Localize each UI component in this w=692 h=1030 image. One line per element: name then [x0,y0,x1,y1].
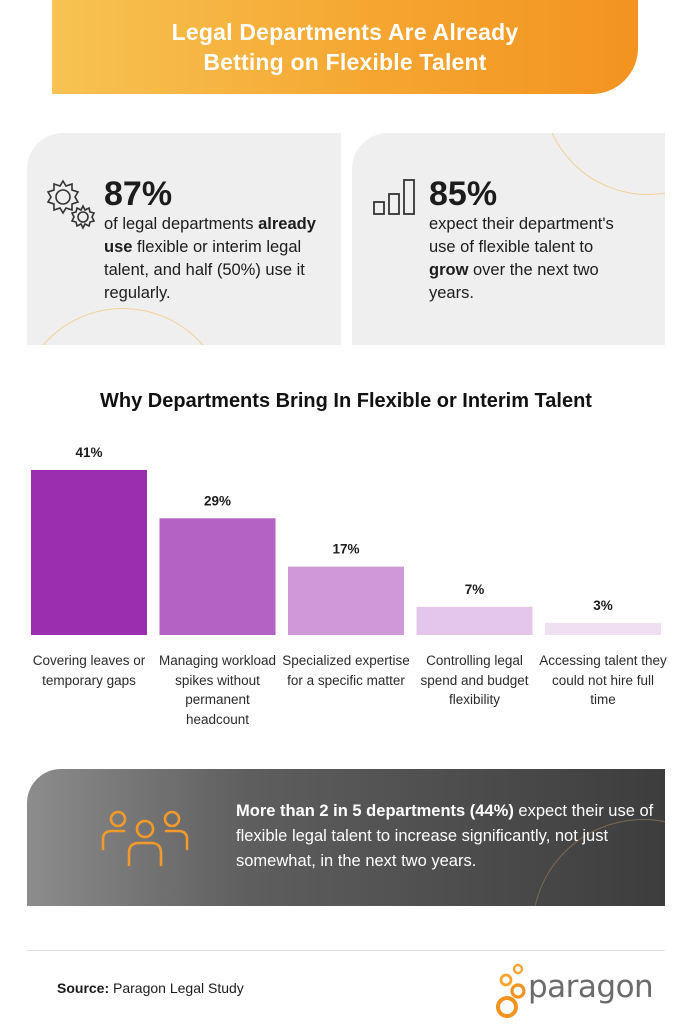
bar-chart: 41% 29% 17% 7% 3% [31,445,661,635]
decorative-arc [27,308,229,345]
bar-4 [416,606,533,635]
category-label-4: Controlling legal spend and budget flexi… [420,653,529,707]
paragon-logo: paragon [492,963,654,1021]
stat-number-85: 85% [429,175,498,213]
category-label-3: Specialized expertise for a specific mat… [282,653,410,688]
stat-card-85: 85% expect their department's use of fle… [352,133,665,345]
bar-3 [288,566,404,635]
team-icon [101,810,189,867]
footer-divider [27,950,665,951]
logo-wordmark: paragon [528,969,654,1005]
bar-5 [545,622,661,635]
page-title: Legal Departments Are Already Betting on… [171,19,519,75]
bar-value-label-2: 29% [204,493,231,508]
stat-number-87: 87% [104,175,173,213]
header-banner: Legal Departments Are Already Betting on… [52,0,638,94]
callout-text: More than 2 in 5 departments (44%) expec… [236,802,654,870]
stat-card-87: 87% of legal departments already use fle… [27,133,341,345]
stat-description-85: expect their department's use of flexibl… [429,215,614,302]
callout-band: More than 2 in 5 departments (44%) expec… [27,769,665,906]
chart-title: Why Departments Bring In Flexible or Int… [100,390,592,412]
bar-growth-icon [373,179,415,215]
category-label-5: Accessing talent they could not hire ful… [539,653,667,707]
bar-value-label-5: 3% [593,598,613,613]
logo-bubbles-icon [496,963,526,1018]
bar-value-label-1: 41% [75,445,102,460]
decorative-arc [542,133,665,195]
category-label-1: Covering leaves or temporary gaps [32,653,146,688]
bar-value-label-3: 17% [332,542,359,557]
bar-1 [31,470,147,635]
source-citation: Source: Paragon Legal Study [57,980,244,996]
bar-2 [159,518,276,635]
bar-value-label-4: 7% [465,582,485,597]
gears-icon [46,179,96,230]
stat-description-87: of legal departments already use flexibl… [104,215,316,302]
category-label-2: Managing workload spikes without permane… [158,653,277,727]
